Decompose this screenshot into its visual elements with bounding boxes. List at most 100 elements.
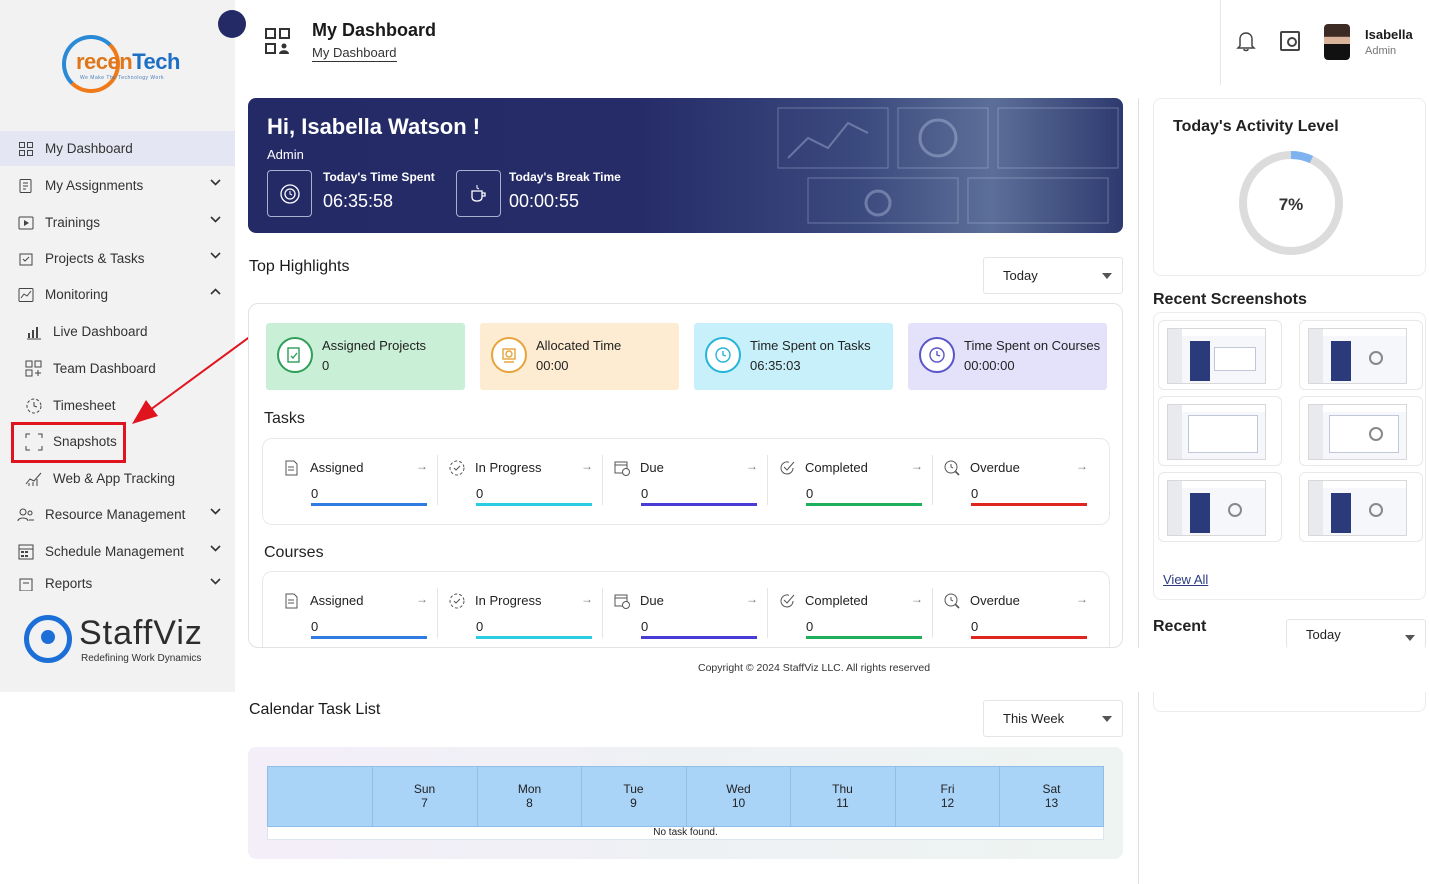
view-all-link[interactable]: View All: [1163, 572, 1209, 587]
arrow-right-icon[interactable]: →: [746, 459, 758, 473]
completed-check-icon: [778, 459, 796, 480]
grid-icon: [17, 140, 35, 158]
arrow-right-icon[interactable]: →: [1076, 592, 1088, 606]
team-grid-icon: [25, 360, 43, 378]
break-time-label: Today's Break Time: [509, 170, 621, 184]
stat-bar: [641, 503, 757, 506]
highlights-period-select[interactable]: Today: [983, 257, 1123, 294]
bell-icon[interactable]: [1236, 30, 1256, 58]
greeting-role: Admin: [267, 147, 304, 162]
screenshot-thumbnail[interactable]: [1299, 396, 1423, 466]
sidebar-item-web-app-tracking[interactable]: Web & App Tracking: [0, 461, 235, 496]
calendar-day-sat[interactable]: Sat 13: [999, 767, 1103, 826]
activity-percentage: 7%: [1278, 195, 1304, 214]
stat-label: Completed: [805, 460, 868, 475]
calendar-day-thu[interactable]: Thu 11: [790, 767, 894, 826]
sidebar-item-trainings[interactable]: Trainings: [0, 205, 235, 240]
sidebar-item-reports[interactable]: Reports: [0, 571, 235, 591]
stat-label: Assigned: [310, 593, 364, 608]
screenshot-thumbnail[interactable]: [1158, 396, 1282, 466]
arrow-right-icon[interactable]: →: [416, 592, 428, 606]
sidebar-item-projects-tasks[interactable]: Projects & Tasks: [0, 241, 235, 276]
chevron-up-icon: [210, 286, 221, 298]
day-name: Thu: [832, 782, 853, 796]
sidebar-item-snapshots[interactable]: Snapshots: [0, 424, 235, 459]
tile-time-spent-courses[interactable]: Time Spent on Courses 00:00:00: [908, 323, 1107, 390]
tasks-stat-due[interactable]: Due → 0: [593, 439, 768, 524]
progress-check-icon: [448, 592, 466, 613]
arrow-right-icon[interactable]: →: [1076, 459, 1088, 473]
sidebar-item-my-assignments[interactable]: My Assignments: [0, 168, 235, 203]
screen-capture-icon[interactable]: [1280, 31, 1300, 51]
chevron-down-icon: [210, 506, 221, 518]
tasks-stat-overdue[interactable]: Overdue → 0: [923, 439, 1088, 524]
projects-icon: [277, 337, 313, 373]
calendar-day-sun[interactable]: Sun 7: [372, 767, 476, 826]
assigned-doc-icon: [283, 592, 301, 613]
tasks-stat-assigned[interactable]: Assigned → 0: [263, 439, 438, 524]
arrow-right-icon[interactable]: →: [746, 592, 758, 606]
calendar-empty-message: No task found.: [267, 827, 1104, 840]
sidebar-item-monitoring[interactable]: Monitoring: [0, 277, 235, 312]
calendar-day-tue[interactable]: Tue 9: [581, 767, 685, 826]
day-name: Sun: [413, 782, 436, 796]
sidebar-item-label: Monitoring: [45, 287, 109, 302]
calendar-day-wed[interactable]: Wed 10: [686, 767, 790, 826]
screenshot-thumbnail[interactable]: [1158, 320, 1282, 390]
stat-bar: [971, 636, 1087, 639]
arrow-right-icon[interactable]: →: [911, 592, 923, 606]
screenshot-thumbnail[interactable]: [1299, 320, 1423, 390]
tile-allocated-time[interactable]: Allocated Time 00:00: [480, 323, 679, 390]
courses-stat-in-progress[interactable]: In Progress → 0: [428, 572, 603, 647]
stat-value: 0: [806, 486, 814, 501]
user-name[interactable]: Isabella: [1365, 27, 1413, 42]
stat-bar: [311, 503, 427, 506]
sidebar-item-timesheet[interactable]: Timesheet: [0, 388, 235, 423]
dashboard-grid-icon: [265, 28, 291, 56]
calendar-day-fri[interactable]: Fri 12: [895, 767, 999, 826]
day-date: 10: [731, 796, 746, 810]
tasks-stat-in-progress[interactable]: In Progress → 0: [428, 439, 603, 524]
day-name: Fri: [940, 782, 955, 796]
breadcrumb[interactable]: My Dashboard: [312, 45, 397, 62]
screenshots-card: View All: [1153, 312, 1426, 600]
clipboard-icon: [17, 177, 35, 195]
arrow-right-icon[interactable]: →: [581, 592, 593, 606]
staffviz-wordmark: StaffViz: [79, 614, 203, 652]
sidebar-toggle-button[interactable]: [218, 10, 246, 38]
avatar[interactable]: [1324, 24, 1350, 60]
screenshot-thumbnail[interactable]: [1299, 472, 1423, 542]
activity-level-card: Today's Activity Level 7%: [1153, 98, 1426, 276]
sidebar-item-live-dashboard[interactable]: Live Dashboard: [0, 314, 235, 349]
sidebar-item-schedule-management[interactable]: Schedule Management: [0, 534, 235, 569]
recent-activities-period-select[interactable]: Today: [1286, 619, 1426, 648]
recent-screenshots-title: Recent Screenshots: [1153, 291, 1307, 308]
recentech-logo[interactable]: recenTech We Make The Technology Work: [58, 33, 188, 99]
stat-bar: [476, 503, 592, 506]
screenshot-thumbnail[interactable]: [1158, 472, 1282, 542]
arrow-right-icon[interactable]: →: [416, 459, 428, 473]
assigned-doc-icon: [283, 459, 301, 480]
day-date: 9: [630, 796, 637, 810]
courses-stat-assigned[interactable]: Assigned → 0: [263, 572, 438, 647]
report-icon: [17, 576, 35, 591]
calendar-period-select[interactable]: This Week: [983, 700, 1123, 737]
tile-time-spent-tasks[interactable]: Time Spent on Tasks 06:35:03: [694, 323, 893, 390]
stat-divider: [767, 455, 768, 505]
arrow-right-icon[interactable]: →: [911, 459, 923, 473]
staffviz-logo: StaffViz Redefining Work Dynamics: [22, 612, 222, 672]
calendar-day-mon[interactable]: Mon 8: [477, 767, 581, 826]
courses-stat-completed[interactable]: Completed → 0: [758, 572, 933, 647]
courses-stat-due[interactable]: Due → 0: [593, 572, 768, 647]
courses-stat-overdue[interactable]: Overdue → 0: [923, 572, 1088, 647]
arrow-right-icon[interactable]: →: [581, 459, 593, 473]
caret-down-icon: [1102, 716, 1112, 722]
sidebar-item-resource-management[interactable]: Resource Management: [0, 497, 235, 532]
tasks-stat-completed[interactable]: Completed → 0: [758, 439, 933, 524]
sidebar-item-team-dashboard[interactable]: Team Dashboard: [0, 351, 235, 386]
day-date: 8: [526, 796, 533, 810]
stat-bar: [476, 636, 592, 639]
recent-activities-card: [1153, 692, 1426, 712]
sidebar-item-my-dashboard[interactable]: My Dashboard: [0, 131, 235, 166]
tile-assigned-projects[interactable]: Assigned Projects 0: [266, 323, 465, 390]
